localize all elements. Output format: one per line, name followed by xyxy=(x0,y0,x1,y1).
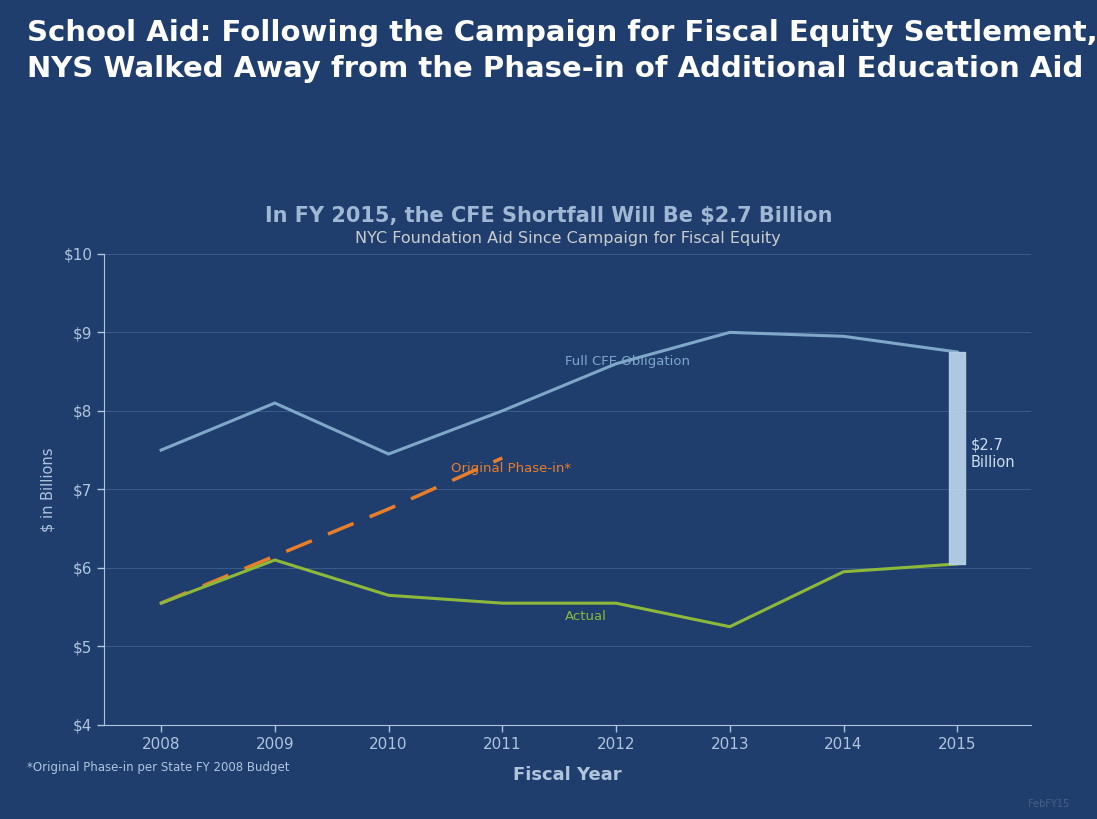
Text: *Original Phase-in per State FY 2008 Budget: *Original Phase-in per State FY 2008 Bud… xyxy=(27,761,290,774)
Text: In FY 2015, the CFE Shortfall Will Be $2.7 Billion: In FY 2015, the CFE Shortfall Will Be $2… xyxy=(264,206,833,226)
Text: Original Phase-in*: Original Phase-in* xyxy=(451,462,572,475)
Text: Actual: Actual xyxy=(565,610,607,623)
Text: $2.7
Billion: $2.7 Billion xyxy=(971,438,1016,470)
Text: FebFY15: FebFY15 xyxy=(1028,799,1070,809)
Y-axis label: $ in Billions: $ in Billions xyxy=(41,447,55,532)
Text: School Aid: Following the Campaign for Fiscal Equity Settlement,
NYS Walked Away: School Aid: Following the Campaign for F… xyxy=(27,19,1097,83)
X-axis label: Fiscal Year: Fiscal Year xyxy=(513,766,622,784)
Text: Full CFE Obligation: Full CFE Obligation xyxy=(565,355,690,368)
Title: NYC Foundation Aid Since Campaign for Fiscal Equity: NYC Foundation Aid Since Campaign for Fi… xyxy=(354,231,781,246)
